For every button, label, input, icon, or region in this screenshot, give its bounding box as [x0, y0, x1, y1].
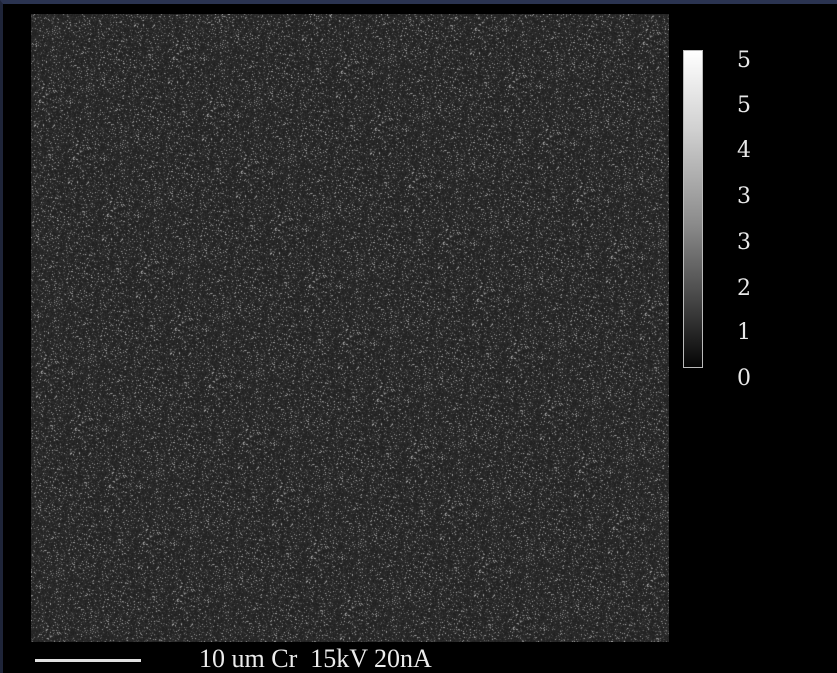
footer-caption: 10 um Cr 15kV 20nA: [199, 644, 432, 673]
noise-texture: [31, 14, 669, 642]
colorbar-tick-label: 4: [737, 138, 751, 163]
image-footer: [3, 642, 837, 673]
colorbar-tick-label: 5: [737, 48, 751, 73]
colorbar-tick-label: 3: [737, 184, 751, 209]
colorbar-tick-label: 1: [737, 320, 751, 345]
colorbar-tick-label: 0: [737, 366, 751, 391]
colorbar-tick-label: 2: [737, 276, 751, 301]
scale-bar: [35, 659, 141, 662]
colorbar-tick-labels: 5 5 4 3 3 2 1 0: [737, 50, 767, 390]
colorbar-tick-label: 5: [737, 93, 751, 118]
colorbar-tick-label: 3: [737, 230, 751, 255]
intensity-colorbar: [683, 50, 703, 368]
elemental-map-image: [31, 14, 669, 642]
